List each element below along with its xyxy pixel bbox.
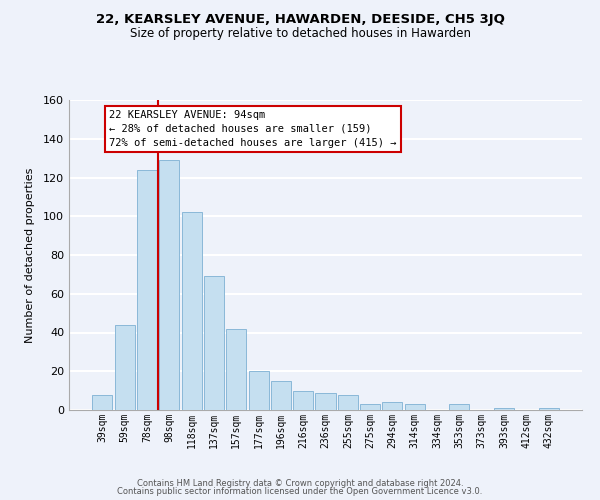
Bar [405, 404, 425, 410]
Bar [271, 381, 291, 410]
Bar [449, 404, 469, 410]
Bar [338, 394, 358, 410]
Text: 22 KEARSLEY AVENUE: 94sqm
← 28% of detached houses are smaller (159)
72% of semi: 22 KEARSLEY AVENUE: 94sqm ← 28% of detac… [109, 110, 397, 148]
Bar [159, 160, 179, 410]
Bar [494, 408, 514, 410]
Text: Contains HM Land Registry data © Crown copyright and database right 2024.: Contains HM Land Registry data © Crown c… [137, 478, 463, 488]
Bar [204, 276, 224, 410]
Bar [92, 394, 112, 410]
Bar [293, 390, 313, 410]
Bar [382, 402, 403, 410]
Text: Contains public sector information licensed under the Open Government Licence v3: Contains public sector information licen… [118, 487, 482, 496]
Bar [115, 325, 135, 410]
Text: 22, KEARSLEY AVENUE, HAWARDEN, DEESIDE, CH5 3JQ: 22, KEARSLEY AVENUE, HAWARDEN, DEESIDE, … [95, 12, 505, 26]
Bar [226, 328, 246, 410]
Bar [137, 170, 157, 410]
Bar [182, 212, 202, 410]
Text: Size of property relative to detached houses in Hawarden: Size of property relative to detached ho… [130, 28, 470, 40]
Bar [248, 371, 269, 410]
Bar [360, 404, 380, 410]
Bar [539, 408, 559, 410]
Y-axis label: Number of detached properties: Number of detached properties [25, 168, 35, 342]
Bar [316, 392, 335, 410]
